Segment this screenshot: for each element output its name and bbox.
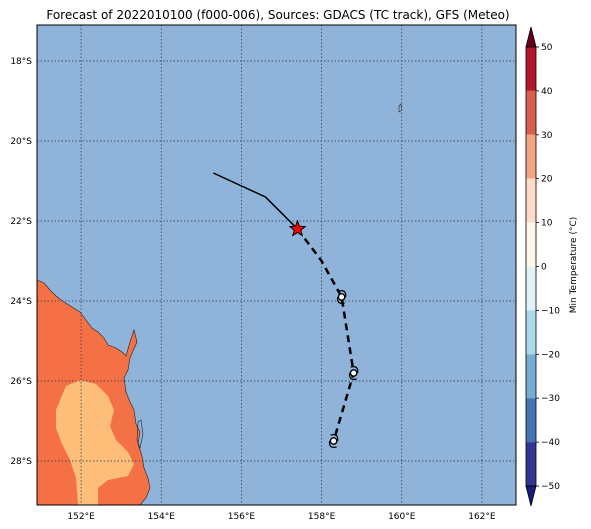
latitude-labels: 18°S 20°S 22°S 24°S 26°S 28°S — [10, 57, 32, 467]
colorbar-segment — [526, 178, 536, 223]
lon-tick-label: 160°E — [388, 512, 416, 522]
colorbar-segment — [526, 47, 536, 91]
colorbar-tick-label: 40 — [541, 87, 553, 97]
colorbar-segment — [526, 354, 536, 399]
lon-tick-label: 158°E — [308, 512, 336, 522]
forecast-track-line — [296, 228, 355, 442]
colorbar-top-extend — [525, 26, 537, 48]
lat-tick-label: 28°S — [10, 457, 32, 467]
colorbar-tick-label: 0 — [541, 263, 547, 273]
colorbar-segment — [526, 90, 536, 135]
colorbar-bottom-extend — [525, 485, 537, 507]
longitude-labels: 152°E 154°E 156°E 158°E 160°E 162°E — [67, 512, 496, 522]
lon-tick-label: 152°E — [67, 512, 95, 522]
star-icon[interactable] — [288, 219, 307, 237]
colorbar: 50 40 30 20 10 0 −10 −20 −30 −40 −50 — [525, 26, 560, 507]
cyclone-symbol-icon[interactable] — [336, 290, 347, 304]
map-title: Forecast of 2022010100 (f000-006), Sourc… — [46, 8, 510, 22]
colorbar-segment — [526, 222, 536, 267]
colorbar-tick-label: −20 — [541, 350, 560, 360]
lat-tick-label: 18°S — [10, 57, 32, 67]
cyclone-track[interactable] — [213, 172, 359, 448]
colorbar-tick-label: −50 — [541, 482, 560, 492]
lon-tick-label: 154°E — [148, 512, 176, 522]
map-frame — [36, 24, 517, 506]
lat-tick-label: 24°S — [10, 297, 32, 307]
colorbar-segment — [526, 442, 536, 486]
cyclone-symbol-icon[interactable] — [348, 366, 359, 380]
land-mild — [56, 380, 134, 505]
colorbar-tick-label: 50 — [541, 43, 553, 53]
lon-tick-label: 162°E — [468, 512, 496, 522]
colorbar-tick-label: 10 — [541, 219, 553, 229]
colorbar-segment — [526, 266, 536, 311]
colorbar-label: Min Temperature (°C) — [569, 217, 579, 314]
lat-tick-label: 26°S — [10, 377, 32, 387]
gridlines — [37, 25, 516, 505]
cyclone-symbol-icon[interactable] — [328, 434, 339, 448]
colorbar-segment — [526, 398, 536, 443]
lat-tick-label: 22°S — [10, 217, 32, 227]
colorbar-tick-label: −40 — [541, 438, 560, 448]
island-fraser — [136, 419, 144, 450]
lon-tick-label: 156°E — [228, 512, 256, 522]
lat-tick-label: 20°S — [10, 137, 32, 147]
colorbar-tick-label: −30 — [541, 394, 560, 404]
colorbar-segment — [526, 310, 536, 355]
colorbar-tick-label: 30 — [541, 131, 553, 141]
colorbar-tick-label: −10 — [541, 306, 560, 316]
colorbar-segment — [526, 134, 536, 179]
past-track-line — [213, 172, 299, 230]
colorbar-tick-label: 20 — [541, 175, 553, 185]
